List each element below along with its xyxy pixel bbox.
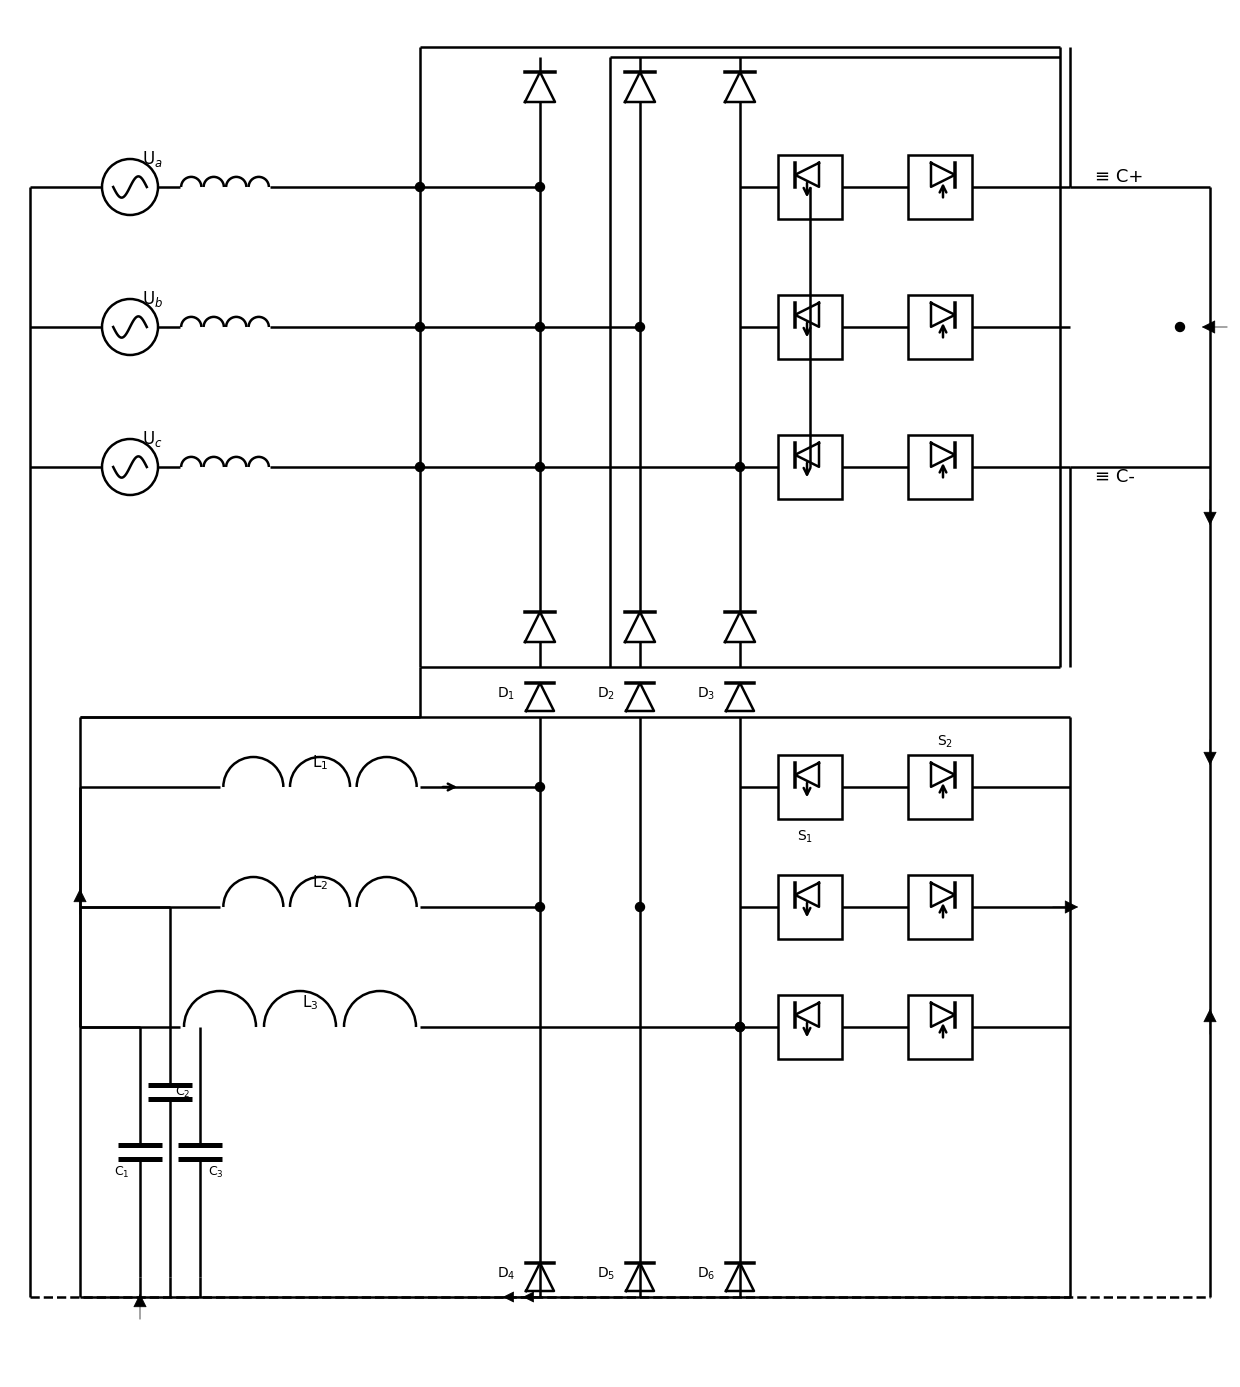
Text: D$_2$: D$_2$ — [596, 685, 615, 702]
Bar — [908, 755, 972, 818]
Polygon shape — [931, 884, 955, 907]
Text: U$_a$: U$_a$ — [143, 148, 162, 169]
Text: ≡ C-: ≡ C- — [1095, 467, 1135, 485]
Text: D$_1$: D$_1$ — [497, 685, 515, 702]
Polygon shape — [725, 72, 755, 103]
Circle shape — [735, 462, 744, 472]
Text: D$_3$: D$_3$ — [697, 685, 715, 702]
Polygon shape — [795, 162, 818, 187]
Circle shape — [415, 183, 424, 191]
Polygon shape — [725, 612, 755, 642]
Circle shape — [415, 462, 424, 472]
Text: S$_1$: S$_1$ — [797, 829, 813, 846]
Polygon shape — [795, 763, 818, 786]
Circle shape — [536, 323, 544, 331]
Text: C$_1$: C$_1$ — [114, 1165, 130, 1179]
Bar — [777, 875, 842, 939]
Circle shape — [536, 462, 544, 472]
Bar — [908, 295, 972, 359]
Polygon shape — [526, 682, 554, 712]
Bar — [777, 155, 842, 219]
Polygon shape — [725, 682, 754, 712]
Text: ≡ C+: ≡ C+ — [1095, 168, 1143, 186]
Circle shape — [536, 782, 544, 792]
Circle shape — [536, 183, 544, 191]
Polygon shape — [525, 72, 556, 103]
Polygon shape — [931, 1003, 955, 1026]
Text: S$_2$: S$_2$ — [937, 734, 954, 750]
Polygon shape — [931, 763, 955, 786]
Text: D$_5$: D$_5$ — [596, 1266, 615, 1282]
Circle shape — [735, 1022, 744, 1032]
Text: L$_1$: L$_1$ — [311, 753, 329, 773]
Bar — [777, 436, 842, 499]
Bar — [777, 994, 842, 1060]
Polygon shape — [931, 162, 955, 187]
Polygon shape — [795, 1003, 818, 1026]
Circle shape — [735, 1022, 744, 1032]
Polygon shape — [795, 302, 818, 327]
Bar — [908, 155, 972, 219]
Polygon shape — [625, 612, 655, 642]
Polygon shape — [931, 302, 955, 327]
Polygon shape — [626, 682, 653, 712]
Text: L$_2$: L$_2$ — [311, 874, 329, 892]
Polygon shape — [795, 884, 818, 907]
Text: U$_c$: U$_c$ — [143, 429, 162, 449]
Bar — [908, 994, 972, 1060]
Circle shape — [1176, 323, 1184, 331]
Circle shape — [415, 323, 424, 331]
Bar — [777, 755, 842, 818]
Text: D$_4$: D$_4$ — [496, 1266, 515, 1282]
Polygon shape — [725, 1264, 754, 1291]
Text: L$_3$: L$_3$ — [301, 993, 319, 1013]
Polygon shape — [626, 1264, 653, 1291]
Bar — [908, 875, 972, 939]
Polygon shape — [795, 442, 818, 467]
Circle shape — [635, 323, 645, 331]
Polygon shape — [525, 612, 556, 642]
Bar — [908, 436, 972, 499]
Text: D$_6$: D$_6$ — [697, 1266, 715, 1282]
Polygon shape — [526, 1264, 554, 1291]
Bar — [777, 295, 842, 359]
Text: C$_3$: C$_3$ — [208, 1165, 223, 1179]
Text: U$_b$: U$_b$ — [143, 288, 164, 309]
Circle shape — [635, 903, 645, 911]
Polygon shape — [625, 72, 655, 103]
Circle shape — [536, 903, 544, 911]
Text: C$_2$: C$_2$ — [175, 1085, 191, 1100]
Polygon shape — [931, 442, 955, 467]
